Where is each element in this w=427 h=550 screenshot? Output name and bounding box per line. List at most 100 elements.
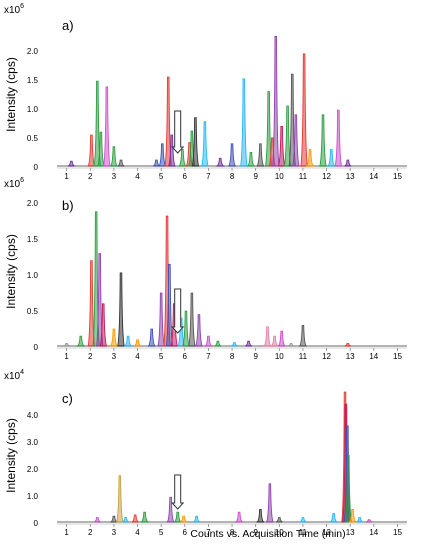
y-multiplier: x106 [4, 3, 24, 16]
peak-mark [173, 511, 183, 523]
x-tick-label: 4 [135, 172, 140, 181]
peak-mark [299, 517, 307, 523]
peak-mark [99, 303, 108, 347]
x-tick-label: 13 [346, 172, 355, 181]
x-tick-label: 1 [64, 172, 69, 181]
marker-arrow [171, 474, 185, 510]
peak-mark [228, 143, 237, 167]
x-tick-label: 15 [393, 352, 402, 361]
peak-mark [193, 515, 201, 523]
y-tick-label: 2.0 [27, 47, 39, 56]
x-tick-label: 13 [346, 352, 355, 361]
peak-mark [277, 330, 286, 347]
x-tick-label: 3 [112, 172, 117, 181]
peak-mark [188, 292, 196, 347]
marker-arrow [171, 288, 185, 334]
peak-mark [287, 342, 295, 347]
x-tick-label: 8 [230, 528, 235, 537]
peak-mark [356, 517, 364, 523]
x-tick-label: 14 [369, 352, 378, 361]
y-multiplier: x106 [4, 177, 24, 190]
y-multiplier-exponent: 6 [20, 3, 24, 10]
x-tick-label: 12 [322, 172, 331, 181]
peak-mark [256, 509, 265, 523]
x-tick-label: 5 [159, 352, 164, 361]
y-tick-label: 0 [34, 343, 39, 352]
peak-mark [93, 517, 101, 523]
y-tick-label: 3.0 [27, 438, 39, 447]
peak-mark [348, 509, 357, 523]
x-tick-label: 2 [88, 172, 93, 181]
y-tick-label: 0.5 [27, 307, 39, 316]
x-tick-label: 7 [206, 172, 211, 181]
x-axis-label: Counts vs. Acquisition Time (min) [190, 528, 345, 540]
peak-mark [319, 114, 327, 167]
peak-mark [201, 121, 209, 167]
y-tick-label: 0.5 [27, 134, 39, 143]
peak-mark [305, 149, 315, 167]
peak-mark [109, 328, 119, 347]
peak-mark [334, 109, 343, 167]
peak-mark [275, 517, 283, 523]
x-tick-label: 5 [159, 172, 164, 181]
y-tick-label: 2.0 [27, 199, 39, 208]
peak-mark [109, 146, 118, 167]
x-tick-label: 8 [230, 352, 235, 361]
x-tick-label: 1 [64, 528, 69, 537]
peak-mark [165, 263, 174, 347]
peak-mark [131, 514, 139, 523]
peak-mark [139, 511, 150, 523]
x-tick-label: 9 [253, 352, 258, 361]
peak-mark [115, 475, 124, 523]
peak-mark [245, 340, 252, 347]
peak-mark [76, 335, 86, 347]
peak-mark [269, 335, 280, 347]
x-tick-label: 4 [135, 352, 140, 361]
peak-mark [292, 114, 300, 167]
peak-mark [134, 339, 141, 347]
x-tick-label: 15 [393, 528, 402, 537]
peak-mark [277, 125, 286, 167]
y-tick-label: 1.0 [27, 105, 39, 114]
peak-mark [157, 292, 165, 347]
peak-mark [122, 517, 130, 523]
y-tick-label: 1.5 [27, 76, 39, 85]
peak-mark [215, 157, 226, 167]
peak-mark [117, 272, 125, 347]
panel-label: a) [62, 18, 74, 33]
y-tick-label: 2.0 [27, 465, 39, 474]
peak-mark [365, 519, 373, 523]
peak-mark [256, 143, 265, 167]
peak-mark [67, 160, 75, 167]
y-tick-label: 1.0 [27, 492, 39, 501]
x-tick-label: 12 [322, 528, 331, 537]
y-tick-label: 4.0 [27, 411, 39, 420]
y-multiplier-exponent: 4 [20, 369, 24, 376]
x-tick-label: 9 [253, 528, 258, 537]
peak-mark [246, 152, 256, 167]
x-tick-label: 11 [299, 528, 308, 537]
x-tick-label: 11 [299, 352, 308, 361]
x-tick-label: 11 [299, 172, 308, 181]
peak-mark [182, 310, 190, 347]
panel-label: c) [62, 391, 73, 406]
x-tick-label: 3 [112, 352, 117, 361]
x-tick-label: 15 [393, 172, 402, 181]
peak-mark [158, 143, 167, 167]
peak-mark [344, 342, 352, 347]
peak-mark [240, 78, 248, 167]
peak-mark [180, 515, 188, 523]
panel-label: b) [62, 198, 74, 213]
x-tick-label: 6 [183, 352, 188, 361]
peak-mark [344, 159, 352, 167]
peak-mark [266, 483, 274, 523]
x-tick-label: 7 [206, 528, 211, 537]
x-tick-label: 10 [275, 352, 284, 361]
x-tick-label: 2 [88, 528, 93, 537]
peak-mark [195, 314, 203, 347]
peak-mark [203, 335, 214, 347]
x-tick-label: 4 [135, 528, 140, 537]
y-tick-label: 0 [34, 519, 39, 528]
x-tick-label: 6 [183, 172, 188, 181]
